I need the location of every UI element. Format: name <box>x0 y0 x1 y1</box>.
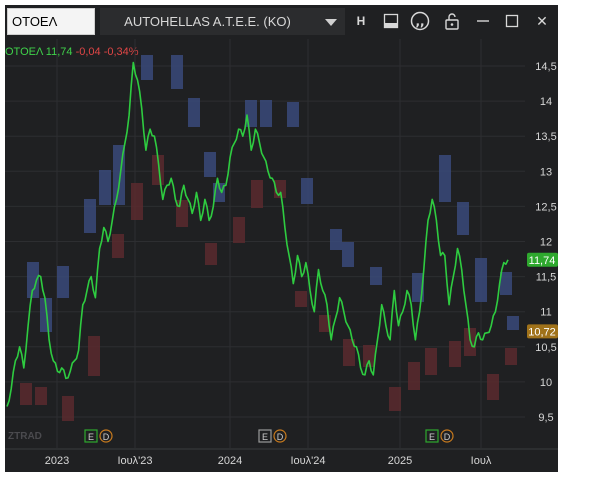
event-d-marker <box>273 429 287 443</box>
range-bar <box>251 180 263 208</box>
range-bar <box>487 374 499 400</box>
range-bar <box>112 234 124 258</box>
current-price-tag <box>527 252 558 267</box>
x-tick-label: 2024 <box>218 455 242 467</box>
range-bar <box>449 341 461 367</box>
event-e-label: E <box>88 432 94 442</box>
legend-symbol: ΟΤΟΕΛ <box>5 46 43 58</box>
y-tick-label: 9,5 <box>538 412 553 424</box>
event-e-marker <box>84 429 98 443</box>
range-bar <box>152 155 164 185</box>
range-bar <box>27 262 39 298</box>
reference-price-tag <box>527 324 558 339</box>
range-bar <box>370 267 382 285</box>
range-bar <box>260 100 272 127</box>
close-icon[interactable]: ✕ <box>536 12 548 29</box>
range-bar <box>457 202 469 235</box>
event-d-marker <box>440 429 454 443</box>
price-legend: ΟΤΟΕΛ 11,74 -0,04 -0,34% <box>5 46 139 58</box>
range-bar <box>439 155 451 202</box>
x-tick-label: Ιουλ'23 <box>117 455 152 467</box>
range-bar <box>343 339 355 366</box>
range-bar <box>408 362 420 390</box>
range-bar <box>245 100 257 127</box>
range-bar <box>131 183 143 220</box>
unlock-icon[interactable] <box>439 8 465 34</box>
range-bar <box>363 345 375 367</box>
range-bar <box>475 258 487 302</box>
titlebar: ΟΤΟΕΛ AUTOHELLAS A.T.E.E. (KO) H ,, ✕ <box>5 5 558 37</box>
legend-change-pct: -0,34% <box>103 46 139 58</box>
event-e-marker <box>425 429 439 443</box>
range-bar <box>57 266 69 298</box>
event-d-label: D <box>103 432 110 442</box>
range-bar <box>505 348 517 365</box>
price-line <box>6 61 509 407</box>
y-tick-label: 14,5 <box>535 61 556 73</box>
range-bar <box>342 242 354 267</box>
symbol-input[interactable]: ΟΤΟΕΛ <box>7 8 95 35</box>
x-tick-label: 2025 <box>388 455 412 467</box>
range-bar <box>301 178 313 204</box>
range-bar <box>99 170 111 205</box>
event-e-label: E <box>429 432 435 442</box>
h-button[interactable]: H <box>356 14 366 28</box>
legend-price: 11,74 <box>45 46 73 58</box>
range-bar <box>389 387 401 411</box>
y-tick-label: 11 <box>540 307 551 319</box>
range-bar <box>330 229 342 250</box>
current-price-label: 11,74 <box>529 255 556 267</box>
y-tick-label: 13 <box>540 166 552 178</box>
x-tick-label: Ιουλ'24 <box>290 455 325 467</box>
company-name: AUTOHELLAS A.T.E.E. (KO) <box>124 14 291 29</box>
y-tick-label: 11,5 <box>536 272 557 284</box>
price-chart[interactable]: 9,5 10 10,5 11 11,5 12 12,5 13 13,5 14 14,5 11,74 10… <box>5 5 558 472</box>
quote-icon[interactable]: ,, <box>407 8 433 34</box>
company-selector[interactable]: AUTOHELLAS A.T.E.E. (KO) <box>100 8 345 35</box>
range-bar <box>171 55 183 89</box>
range-bar <box>84 199 96 233</box>
range-bar <box>295 291 307 307</box>
range-bar <box>205 243 217 265</box>
watermark-text: ZTRAD <box>8 431 42 442</box>
range-bar <box>233 217 245 243</box>
range-bar <box>35 387 47 405</box>
event-d-marker <box>99 429 113 443</box>
reference-price-label: 10,72 <box>528 326 556 338</box>
y-tick-label: 10,5 <box>535 342 556 354</box>
y-tick-label: 12 <box>540 237 552 249</box>
y-tick-label: 14 <box>540 96 552 108</box>
range-bar <box>287 102 299 127</box>
chart-window: ΟΤΟΕΛ AUTOHELLAS A.T.E.E. (KO) H ,, ✕ ΟΤ… <box>5 5 558 472</box>
range-bar <box>500 272 512 295</box>
panel-icon[interactable] <box>378 8 404 34</box>
event-d-label: D <box>444 432 451 442</box>
range-bar <box>62 396 74 421</box>
svg-text:,,: ,, <box>415 15 424 29</box>
y-tick-label: 13,5 <box>535 131 556 143</box>
range-bar <box>40 298 52 332</box>
y-tick-label: 10 <box>540 377 552 389</box>
minimize-icon[interactable] <box>470 8 496 34</box>
legend-change: -0,04 <box>75 46 101 58</box>
range-bar <box>507 316 519 330</box>
range-bar <box>204 152 216 177</box>
x-tick-label: 2023 <box>45 455 69 467</box>
maximize-icon[interactable] <box>499 8 525 34</box>
event-e-label: E <box>262 432 268 442</box>
range-bar <box>141 55 153 80</box>
range-bar <box>88 336 100 376</box>
y-tick-label: 12,5 <box>535 201 556 213</box>
range-bar <box>176 200 188 227</box>
x-tick-label: Ιουλ <box>471 455 492 467</box>
event-e-marker <box>258 429 272 443</box>
range-bar <box>20 383 32 405</box>
range-bar <box>188 98 200 127</box>
event-d-label: D <box>277 432 284 442</box>
chevron-down-icon[interactable] <box>325 19 337 26</box>
range-bar <box>425 348 437 375</box>
